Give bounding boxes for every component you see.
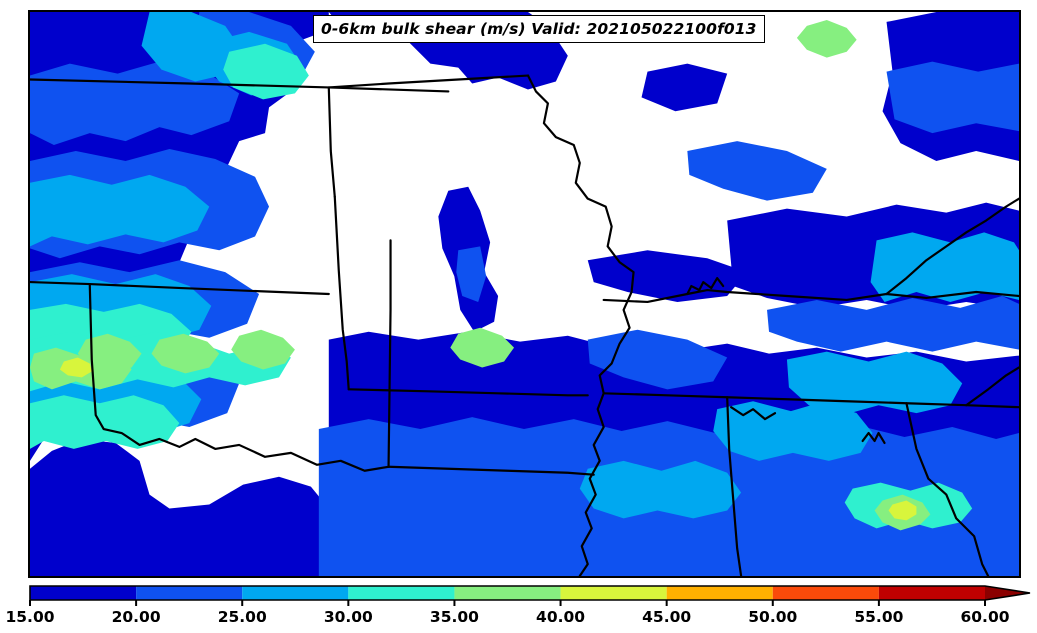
colorbar-tick-label: 15.00	[5, 608, 54, 626]
colorbar-tick-labels: 15.00 20.00 25.00 30.00 35.00 40.00 45.00 50.00…	[5, 608, 1009, 626]
colorbar-tick-label: 35.00	[430, 608, 479, 626]
colorbar-tick-label: 40.00	[536, 608, 585, 626]
colorbar-tick-label: 25.00	[218, 608, 267, 626]
colorbar-tick-label: 55.00	[854, 608, 903, 626]
colorbar-band	[560, 586, 667, 600]
map-panel	[28, 10, 1021, 578]
colorbar-band	[30, 586, 137, 600]
colorbar-band	[666, 586, 773, 600]
colorbar-band	[348, 586, 455, 600]
shear-contour-map	[30, 12, 1019, 576]
colorbar-tick-label: 20.00	[112, 608, 161, 626]
colorbar-tick-label: 50.00	[748, 608, 797, 626]
colorbar-tick-label: 45.00	[642, 608, 691, 626]
colorbar-band	[136, 586, 243, 600]
colorbar-extend-max-arrow	[985, 586, 1030, 600]
colorbar-band	[878, 586, 985, 600]
state-boundaries	[30, 74, 1019, 576]
colorbar-band	[772, 586, 879, 600]
colorbar-tick-label: 30.00	[324, 608, 373, 626]
colorbar-band	[242, 586, 349, 600]
colorbar-tick-label: 60.00	[960, 608, 1009, 626]
colorbar: 15.00 20.00 25.00 30.00 35.00 40.00 45.00 50.00…	[0, 578, 1037, 633]
map-title-box: 0-6km bulk shear (m/s) Valid: 2021050221…	[313, 15, 765, 43]
colorbar-bands	[29, 585, 1031, 601]
map-title-text: 0-6km bulk shear (m/s) Valid: 2021050221…	[321, 20, 757, 38]
colorbar-outline	[29, 585, 1031, 601]
colorbar-svg: 15.00 20.00 25.00 30.00 35.00 40.00 45.00 50.00…	[5, 585, 1031, 626]
colorbar-band	[454, 586, 561, 600]
contour-band-40-45	[59, 357, 917, 521]
colorbar-ticks	[29, 600, 986, 606]
